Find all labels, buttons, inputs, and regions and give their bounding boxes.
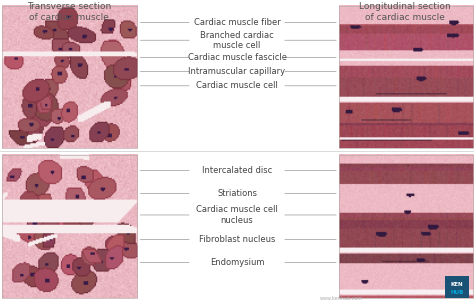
Text: Fibroblast nucleus: Fibroblast nucleus (199, 235, 275, 244)
Text: Branched cardiac
muscle cell: Branched cardiac muscle cell (200, 31, 274, 50)
Bar (339, 155, 473, 298)
Text: Longitudinal section
of cardiac muscle: Longitudinal section of cardiac muscle (359, 2, 451, 22)
Text: Intercalated disc: Intercalated disc (202, 166, 272, 175)
Text: Cardiac muscle cell: Cardiac muscle cell (196, 81, 278, 90)
Text: HUB: HUB (450, 290, 464, 295)
Text: Striations: Striations (217, 189, 257, 198)
Text: Intramuscular capillary: Intramuscular capillary (189, 67, 285, 76)
Text: KEN: KEN (451, 282, 463, 287)
Bar (2, 155, 137, 298)
Text: Transverse section
of cardiac muscle: Transverse section of cardiac muscle (27, 2, 111, 22)
Text: Endomysium: Endomysium (210, 258, 264, 267)
Text: Cardiac muscle fascicle: Cardiac muscle fascicle (188, 53, 286, 62)
Text: Cardiac muscle cell
nucleus: Cardiac muscle cell nucleus (196, 205, 278, 225)
FancyBboxPatch shape (445, 276, 469, 298)
Bar (2, 6, 137, 148)
Bar (339, 6, 473, 148)
Text: www.kenhub.com: www.kenhub.com (319, 295, 363, 301)
Text: Cardiac muscle fiber: Cardiac muscle fiber (193, 18, 281, 27)
